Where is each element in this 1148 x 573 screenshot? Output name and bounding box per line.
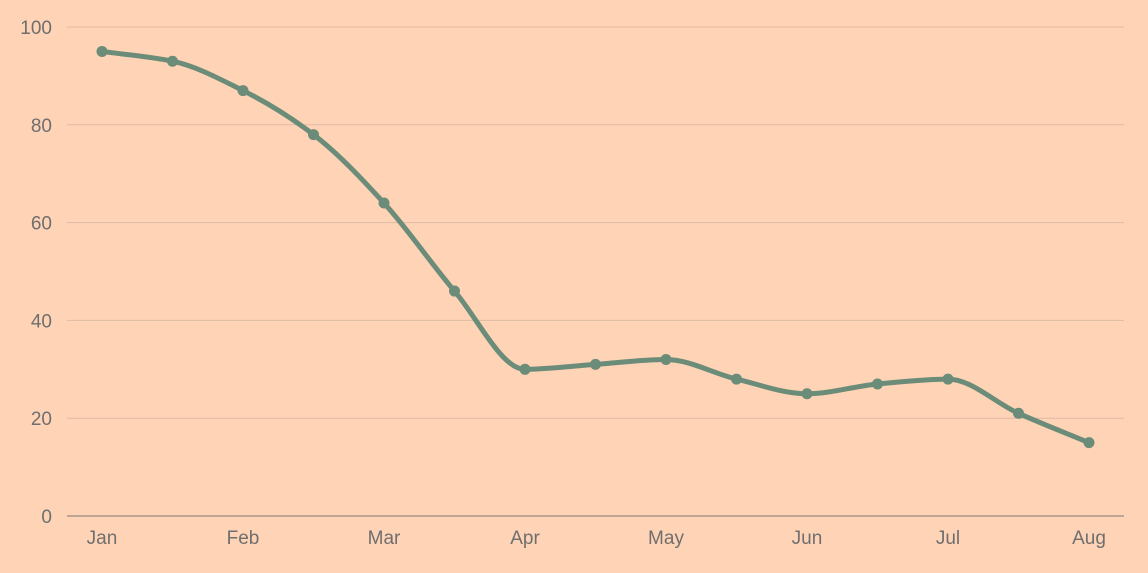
data-point bbox=[519, 363, 531, 375]
y-tick-label: 0 bbox=[41, 507, 52, 528]
x-tick-label: Jun bbox=[792, 528, 823, 549]
data-point bbox=[1013, 407, 1024, 419]
data-point bbox=[308, 129, 319, 141]
data-point bbox=[872, 378, 883, 390]
data-point bbox=[660, 354, 672, 366]
data-point bbox=[942, 373, 954, 385]
y-tick-label: 20 bbox=[31, 409, 52, 430]
data-point bbox=[801, 388, 813, 400]
series-line bbox=[99, 48, 1092, 446]
x-tick-label: May bbox=[648, 528, 684, 549]
y-axis-tick-labels: 0 20 40 60 80 100 bbox=[20, 18, 52, 528]
x-tick-label: Feb bbox=[227, 528, 260, 549]
x-tick-label: Aug bbox=[1072, 528, 1106, 549]
data-points bbox=[96, 45, 1095, 449]
data-point bbox=[378, 197, 390, 209]
x-tick-label: Jul bbox=[936, 528, 960, 549]
data-point bbox=[237, 85, 249, 97]
data-point bbox=[96, 45, 108, 57]
x-tick-label: Apr bbox=[510, 528, 540, 549]
y-tick-label: 80 bbox=[31, 116, 52, 137]
y-tick-label: 100 bbox=[20, 18, 52, 39]
data-point bbox=[590, 358, 601, 370]
x-tick-label: Jan bbox=[87, 528, 118, 549]
data-point bbox=[731, 373, 742, 385]
x-tick-label: Mar bbox=[368, 528, 401, 549]
x-axis-tick-labels: Jan Feb Mar Apr May Jun Jul Aug bbox=[87, 528, 1106, 549]
data-point bbox=[449, 285, 460, 297]
y-tick-label: 60 bbox=[31, 214, 52, 235]
grid-lines bbox=[67, 26, 1124, 517]
data-point bbox=[167, 55, 178, 67]
data-point bbox=[1083, 437, 1095, 449]
y-tick-label: 40 bbox=[31, 311, 52, 332]
